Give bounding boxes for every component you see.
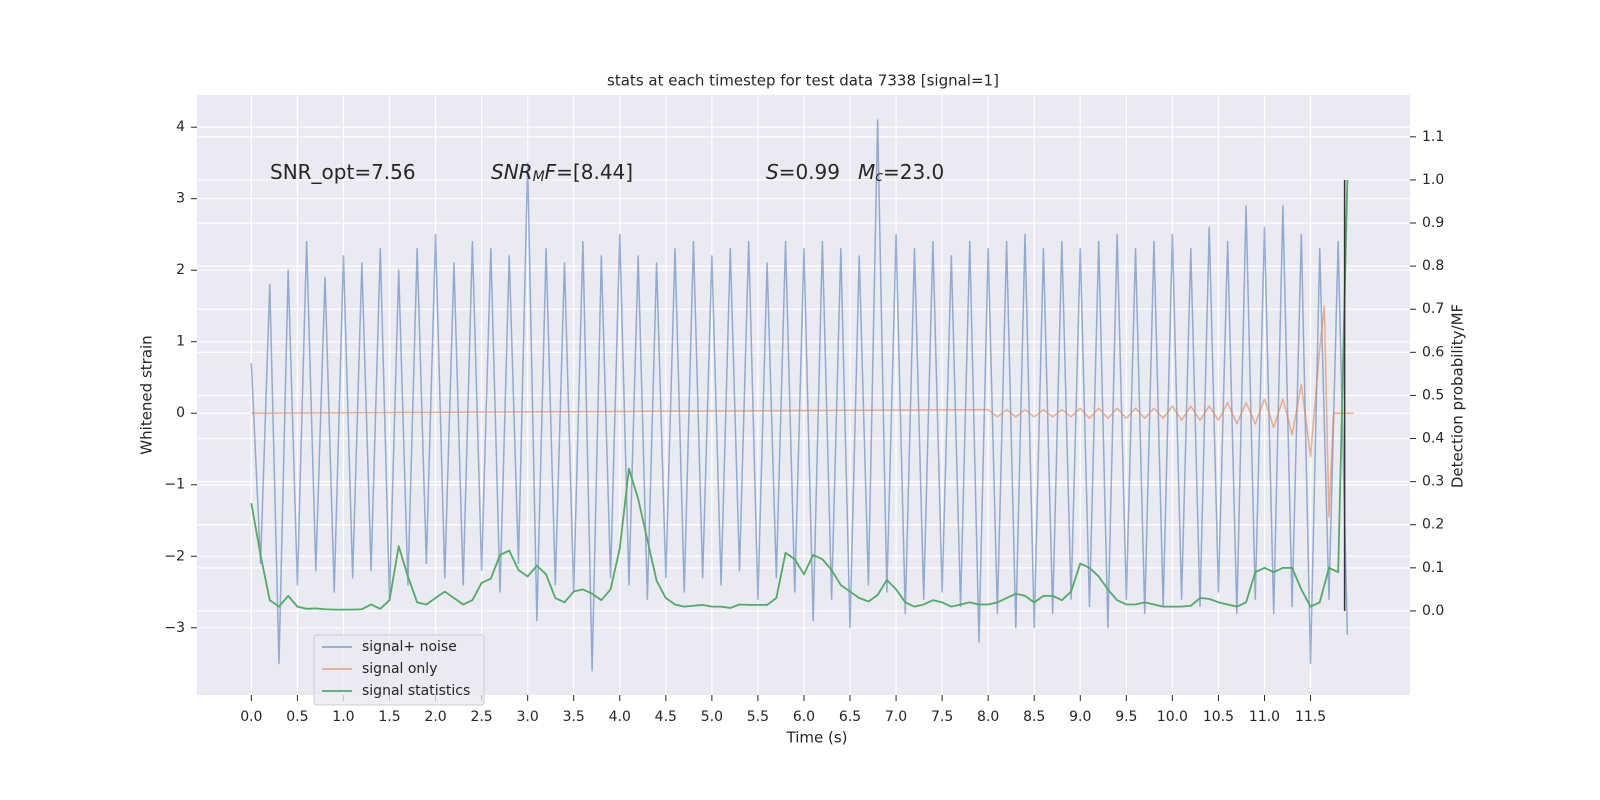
- y-tick-label: 0: [176, 405, 185, 421]
- x-tick-label: 6.0: [793, 709, 815, 725]
- y-tick-label: 3: [176, 191, 185, 207]
- x-tick-label: 11.5: [1295, 709, 1326, 725]
- y-tick-label: 4: [176, 119, 185, 135]
- x-tick-label: 9.5: [1115, 709, 1137, 725]
- y2-tick-label: 0.2: [1422, 517, 1444, 533]
- annotation-part: =[8.44]: [556, 160, 633, 184]
- x-tick-label: 4.0: [609, 709, 631, 725]
- y-tick-label: −2: [164, 548, 185, 564]
- x-tick-label: 0.5: [286, 709, 308, 725]
- annotation: SNR_opt=7.56: [270, 160, 416, 184]
- x-tick-label: 5.5: [747, 709, 769, 725]
- marks: SNR_opt=7.56 SNRMF=[8.44] S=0.99 Mc=23.0: [250, 119, 1354, 672]
- annotation: SNRMF=[8.44]: [491, 160, 633, 186]
- x-tick-label: 3.0: [517, 709, 539, 725]
- y2-tick-label: 0.8: [1422, 258, 1444, 274]
- y2-tick-label: 0.7: [1422, 301, 1444, 317]
- y2-tick-label: 0.4: [1422, 431, 1444, 447]
- x-tick-label: 2.5: [470, 709, 492, 725]
- x-tick-label: 10.5: [1203, 709, 1234, 725]
- y-tick-label: −3: [164, 620, 185, 636]
- y2-axis-label: Detection probability/MF: [1449, 304, 1467, 488]
- series-line: [250, 119, 1349, 672]
- series-line: [251, 305, 1354, 518]
- legend-label: signal only: [362, 661, 437, 677]
- y-tick-label: 1: [176, 334, 185, 350]
- x-tick-label: 6.5: [839, 709, 861, 725]
- x-tick-label: 1.5: [378, 709, 400, 725]
- legend-box: [313, 634, 485, 706]
- x-tick-label: 3.5: [563, 709, 585, 725]
- x-tick-label: 8.0: [977, 709, 999, 725]
- axes: 0.0 0.5 1.0 1.5 2.0 2.5 3.0 3.5 4.0 4.5 5.0 5.5 6.0 6…: [164, 119, 1444, 725]
- x-tick-label: 4.5: [655, 709, 677, 725]
- y2-tick-label: 1.1: [1422, 129, 1444, 145]
- series-line: [250, 179, 1349, 611]
- annotation-part: =23.0: [883, 160, 944, 184]
- y2-tick-label: 0.5: [1422, 387, 1444, 403]
- annotation: S=0.99: [766, 160, 840, 184]
- annotation: Mc=23.0: [858, 160, 944, 186]
- annotation-part: SNR: [491, 160, 533, 184]
- legend: signal+ noise signal only signal statistic…: [313, 634, 485, 706]
- y2-tick-label: 0.1: [1422, 560, 1444, 576]
- y-axis-label: Whitened strain: [138, 335, 156, 454]
- y-tick-label: 2: [176, 262, 185, 278]
- annotation-part: F: [545, 160, 557, 184]
- annotation-part: c: [875, 169, 883, 185]
- legend-label: signal statistics: [362, 683, 470, 699]
- y2-tick-label: 0.3: [1422, 474, 1444, 490]
- annotation-part: SNR_opt=7.56: [270, 160, 416, 184]
- legend-label: signal+ noise: [362, 639, 457, 655]
- x-tick-label: 9.0: [1069, 709, 1091, 725]
- x-tick-label: 7.5: [931, 709, 953, 725]
- x-tick-label: 5.0: [701, 709, 723, 725]
- annotation-part: =0.99: [779, 160, 840, 184]
- x-tick-label: 7.0: [885, 709, 907, 725]
- annotation-part: M: [533, 169, 545, 185]
- y2-tick-label: 1.0: [1422, 172, 1444, 188]
- x-tick-label: 1.0: [332, 709, 354, 725]
- x-tick-label: 11.0: [1249, 709, 1280, 725]
- x-tick-label: 8.5: [1023, 709, 1045, 725]
- annotation-part: M: [858, 160, 875, 184]
- y-tick-label: −1: [164, 477, 185, 493]
- x-axis-label: Time (s): [786, 729, 848, 747]
- x-tick-label: 2.0: [424, 709, 446, 725]
- annotation-part: S: [766, 160, 779, 184]
- x-tick-label: 10.0: [1157, 709, 1188, 725]
- y2-tick-label: 0.6: [1422, 344, 1444, 360]
- y2-tick-label: 0.0: [1422, 603, 1444, 619]
- y2-tick-label: 0.9: [1422, 215, 1444, 231]
- chart-title: stats at each timestep for test data 733…: [607, 72, 999, 90]
- x-tick-label: 0.0: [240, 709, 262, 725]
